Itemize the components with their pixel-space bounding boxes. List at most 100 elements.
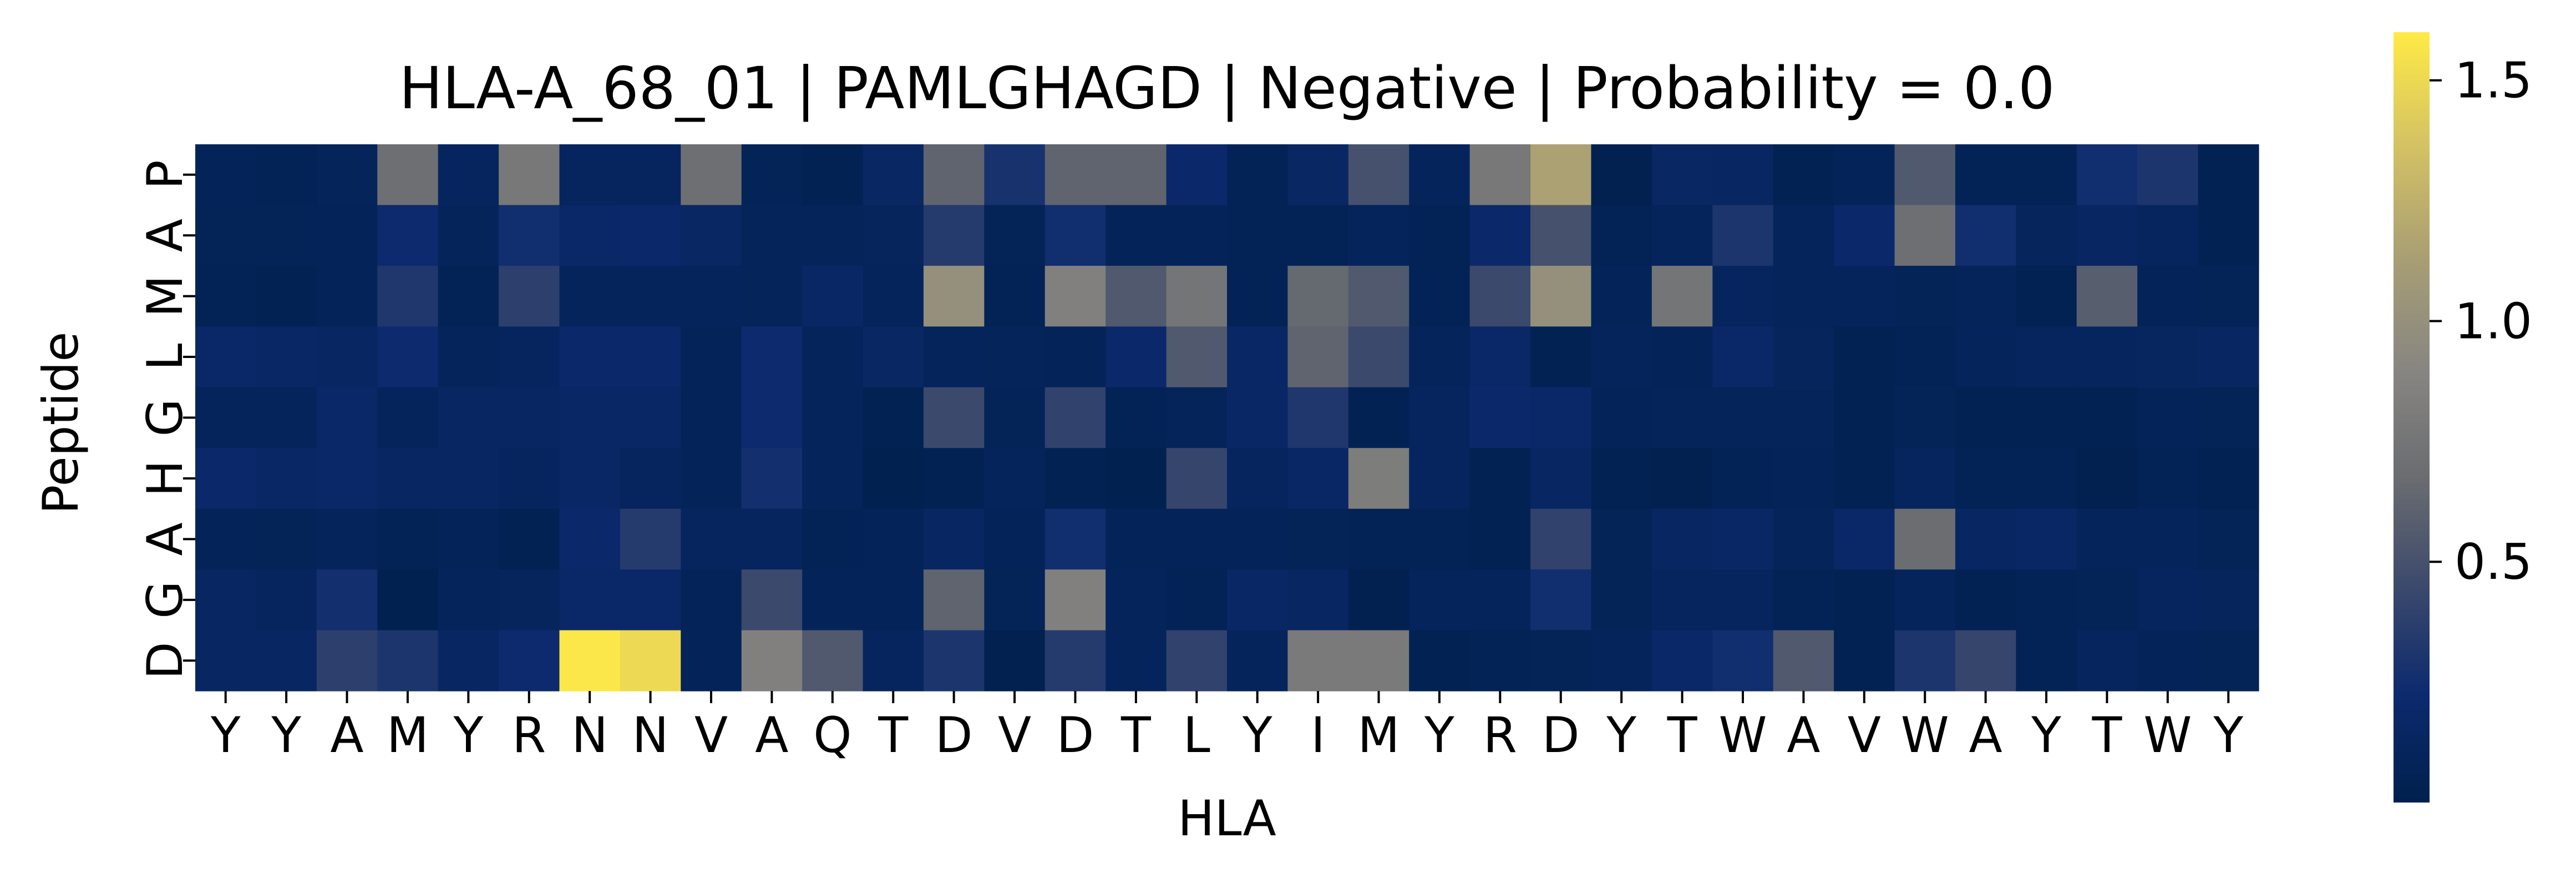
heatmap-cell — [1955, 630, 2016, 692]
heatmap-cell — [1894, 205, 1956, 266]
heatmap-cell — [1894, 508, 1956, 570]
heatmap-cell — [1773, 326, 1834, 388]
heatmap-cell — [681, 205, 742, 266]
heatmap-cell — [984, 630, 1046, 692]
heatmap-cell — [1469, 144, 1531, 206]
y-tick-label: M — [136, 275, 194, 317]
heatmap-cell — [499, 569, 560, 631]
heatmap-cell — [1773, 508, 1834, 570]
heatmap-cell — [195, 387, 257, 448]
heatmap-cell — [1287, 265, 1349, 327]
heatmap-cell — [1834, 265, 1895, 327]
heatmap-cell — [256, 387, 317, 448]
x-tick-label: A — [1969, 707, 2002, 764]
heatmap-cell — [2198, 508, 2259, 570]
heatmap-cell — [923, 205, 985, 266]
heatmap-cell — [377, 265, 439, 327]
heatmap-cell — [1227, 569, 1289, 631]
heatmap-cell — [2016, 630, 2077, 692]
heatmap-cell — [1894, 448, 1956, 509]
heatmap-cell — [1834, 326, 1895, 388]
heatmap-cell — [559, 326, 621, 388]
heatmap-cell — [923, 569, 985, 631]
heatmap-cell — [1469, 205, 1531, 266]
heatmap-cell — [1712, 326, 1774, 388]
heatmap-cell — [1348, 387, 1409, 448]
heatmap-cell — [377, 326, 439, 388]
heatmap-cell — [559, 387, 621, 448]
heatmap-cell — [681, 630, 742, 692]
heatmap-cell — [984, 569, 1046, 631]
heatmap-cell — [1651, 387, 1713, 448]
heatmap-cell — [1409, 265, 1470, 327]
heatmap-cell — [1651, 144, 1713, 206]
y-axis-label: Peptide — [32, 332, 89, 514]
heatmap-cell — [681, 326, 742, 388]
heatmap-cell — [256, 448, 317, 509]
heatmap-cell — [1773, 569, 1834, 631]
heatmap-cell — [1955, 265, 2016, 327]
heatmap-cell — [438, 630, 499, 692]
heatmap-cell — [256, 508, 317, 570]
heatmap-cell — [2016, 569, 2077, 631]
heatmap-cell — [2198, 144, 2259, 206]
x-tick-label: D — [1057, 707, 1094, 764]
heatmap-cell — [1894, 387, 1956, 448]
heatmap-cells — [195, 144, 2259, 692]
heatmap-cell — [1955, 508, 2016, 570]
x-tick-label: Y — [2213, 707, 2243, 764]
x-tick-label: Y — [1606, 707, 1636, 764]
heatmap-cell — [1409, 630, 1470, 692]
heatmap-cell — [1287, 569, 1349, 631]
heatmap-cell — [1106, 387, 1167, 448]
heatmap-cell — [1530, 144, 1592, 206]
heatmap-cell — [1834, 630, 1895, 692]
heatmap-cell — [2076, 144, 2138, 206]
heatmap-cell — [559, 508, 621, 570]
heatmap-cell — [316, 508, 378, 570]
heatmap-cell — [1773, 630, 1834, 692]
heatmap-cell — [1106, 448, 1167, 509]
heatmap-cell — [438, 205, 499, 266]
x-tick-label: V — [998, 707, 1031, 764]
heatmap-cell — [1591, 144, 1652, 206]
heatmap-cell — [984, 205, 1046, 266]
x-tick-label: N — [632, 707, 669, 764]
heatmap-cell — [802, 326, 864, 388]
x-tick-label: T — [1120, 707, 1152, 764]
heatmap-cell — [1409, 205, 1470, 266]
heatmap-cell — [1712, 265, 1774, 327]
heatmap-cell — [802, 569, 864, 631]
heatmap-cell — [620, 630, 681, 692]
heatmap-cell — [620, 265, 681, 327]
heatmap-cell — [2016, 508, 2077, 570]
heatmap-cell — [863, 630, 924, 692]
heatmap-cell — [681, 569, 742, 631]
heatmap-cell — [863, 387, 924, 448]
heatmap-cell — [195, 569, 257, 631]
heatmap-cell — [1044, 508, 1106, 570]
heatmap-cell — [2076, 326, 2138, 388]
heatmap-cell — [620, 569, 681, 631]
heatmap-cell — [1409, 569, 1470, 631]
heatmap-cell — [1227, 265, 1289, 327]
heatmap-cell — [863, 508, 924, 570]
heatmap-cell — [195, 326, 257, 388]
heatmap-cell — [1227, 205, 1289, 266]
heatmap-cell — [1287, 144, 1349, 206]
y-tick-label: L — [136, 344, 194, 371]
heatmap-cell — [195, 144, 257, 206]
x-tick-label: T — [878, 707, 909, 764]
x-tick-label: T — [1667, 707, 1698, 764]
heatmap-cell — [2076, 387, 2138, 448]
heatmap-cell — [256, 144, 317, 206]
heatmap-cell — [984, 448, 1046, 509]
heatmap-cell — [1651, 569, 1713, 631]
x-tick-label: V — [694, 707, 728, 764]
heatmap-cell — [1287, 630, 1349, 692]
heatmap-cell — [1834, 448, 1895, 509]
heatmap-cell — [1894, 630, 1956, 692]
x-tick-label: D — [935, 707, 973, 764]
heatmap-cell — [499, 326, 560, 388]
heatmap-cell — [499, 205, 560, 266]
